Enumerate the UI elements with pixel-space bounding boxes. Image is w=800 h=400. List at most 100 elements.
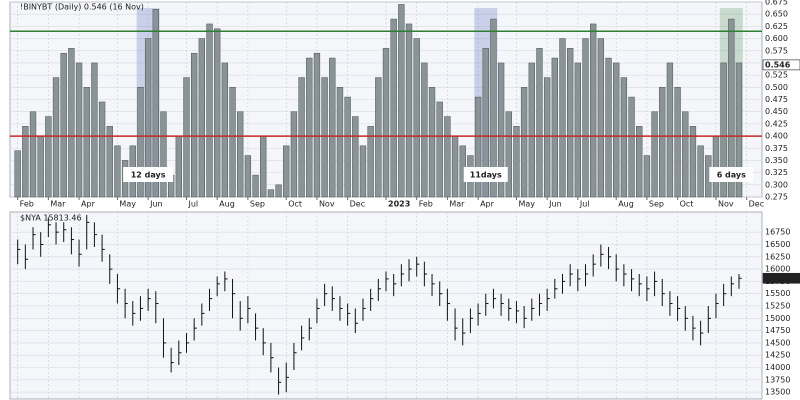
bar <box>336 87 344 198</box>
bar <box>283 145 290 198</box>
y-tick-label: 16500 <box>765 240 790 249</box>
y-tick-label: 0.475 <box>765 95 788 104</box>
bar <box>260 135 267 198</box>
bar <box>237 111 244 198</box>
x-tick-label: Sep <box>250 200 265 209</box>
bar <box>720 62 727 198</box>
bar <box>352 116 359 198</box>
bar <box>14 150 21 198</box>
y-tick-label: 14000 <box>765 363 790 372</box>
bar <box>436 101 443 198</box>
y-tick-label: 0.275 <box>765 193 788 202</box>
bar <box>659 87 666 198</box>
plot-layer: Feb Mar Apr May Jun Jul Aug Sep Oct Nov Dec 2023 Feb… <box>10 0 800 399</box>
bar <box>536 48 543 198</box>
bar <box>298 77 305 198</box>
y-tick-label: 0.400 <box>765 132 788 141</box>
chart-title: !BINYBT (Daily) 0.546 (16 Nov) <box>20 3 144 12</box>
bar <box>306 57 313 198</box>
y-tick-label: 16000 <box>765 265 790 274</box>
bar <box>636 126 643 198</box>
x-tick-label: Oct <box>680 200 694 209</box>
bar <box>329 57 336 198</box>
bar <box>229 87 236 198</box>
x-tick-label: Dec <box>350 200 365 209</box>
y-tick-label: 0.425 <box>765 119 788 128</box>
bar <box>206 23 213 198</box>
x-tick-label: Mar <box>50 200 66 209</box>
bar <box>490 18 497 198</box>
bar <box>244 155 252 198</box>
bar <box>152 9 159 198</box>
bar <box>359 145 367 198</box>
bar <box>543 77 551 198</box>
bar <box>290 111 298 198</box>
x-tick-label: Aug <box>618 200 634 209</box>
y-tick-label: 0.675 <box>765 0 788 7</box>
x-tick-label: Apr <box>480 200 495 209</box>
y-tick-label: 0.500 <box>765 83 788 92</box>
x-tick-label: Aug <box>219 200 235 209</box>
bar <box>190 52 198 198</box>
bar <box>175 135 182 198</box>
bar <box>98 101 106 198</box>
x-tick-label: Dec <box>749 200 764 209</box>
bar <box>605 57 612 198</box>
bar <box>497 62 505 198</box>
bar <box>451 135 459 198</box>
bar <box>574 62 582 198</box>
y-tick-label: 14750 <box>765 326 790 335</box>
annotation-box <box>123 167 174 182</box>
y-tick-label: 15500 <box>765 289 790 298</box>
x-tick-label: Jun <box>548 200 562 209</box>
last-value-label: 15813.46 <box>765 274 800 283</box>
bar <box>682 111 689 198</box>
bar <box>75 62 83 198</box>
bar <box>22 126 29 198</box>
bar <box>597 38 605 198</box>
x-tick-label: Jul <box>579 200 590 209</box>
y-tick-label: 0.300 <box>765 180 788 189</box>
y-tick-label: 14500 <box>765 338 790 347</box>
last-value-label: 0.546 <box>765 60 791 69</box>
y-tick-label: 15250 <box>765 301 790 310</box>
x-tick-label: Sep <box>649 200 664 209</box>
bar <box>666 62 674 198</box>
bar <box>728 18 735 198</box>
bar <box>91 62 98 198</box>
x-tick-label: Apr <box>81 200 96 209</box>
bar <box>45 116 52 198</box>
bar <box>68 48 75 198</box>
y-tick-label: 0.600 <box>765 34 788 43</box>
bar <box>183 77 190 198</box>
bar <box>520 87 528 198</box>
bar <box>37 135 44 198</box>
bar <box>367 126 374 198</box>
bar <box>313 52 321 198</box>
bar <box>505 111 512 198</box>
bar <box>613 62 620 198</box>
bar <box>375 77 382 198</box>
bar <box>513 126 520 198</box>
y-tick-label: 0.575 <box>765 46 788 55</box>
bar <box>114 145 121 198</box>
x-tick-label: Nov <box>319 200 335 209</box>
bar <box>551 57 558 198</box>
bar <box>214 28 221 198</box>
x-tick-label: May <box>518 200 535 209</box>
bar <box>697 145 704 198</box>
annotation: 11days <box>470 171 502 180</box>
x-tick-label: Nov <box>718 200 734 209</box>
bar <box>643 155 651 198</box>
last-value-marker <box>762 59 800 71</box>
bar <box>221 62 229 198</box>
bar <box>267 189 275 198</box>
bar <box>252 174 259 198</box>
bar <box>144 38 152 198</box>
bar <box>735 62 743 198</box>
bar <box>428 87 436 198</box>
bar <box>444 116 451 198</box>
annotation: 12 days <box>131 171 166 180</box>
